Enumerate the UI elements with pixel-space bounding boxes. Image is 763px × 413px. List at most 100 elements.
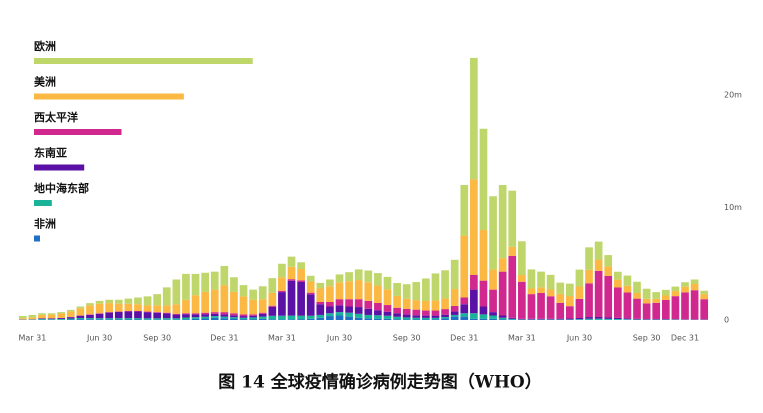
bar-segment (306, 281, 315, 293)
bar-segment (306, 292, 315, 295)
bar-segment (537, 287, 545, 293)
bar-segment (556, 282, 565, 294)
bar-segment (690, 279, 699, 284)
bar-segment (268, 306, 277, 316)
bar-segment (153, 305, 161, 313)
bar-segment (441, 318, 449, 320)
bar-segment (383, 311, 392, 316)
bar-segment (153, 312, 161, 313)
x-tick-label: Jun 30 (86, 334, 112, 343)
bar-segment (498, 315, 507, 318)
bar-segment (191, 273, 200, 296)
bar-segment (153, 318, 161, 320)
bar-segment (422, 315, 430, 318)
bar-segment (268, 278, 277, 293)
x-tick-label: Dec 31 (450, 334, 478, 343)
bar-segment (18, 316, 27, 319)
bar-segment (450, 311, 459, 315)
legend-label: 地中海东部 (34, 181, 89, 195)
bar-segment (326, 316, 334, 320)
bar-segment (546, 318, 555, 320)
bar-segment (249, 319, 257, 320)
bar-segment (345, 312, 353, 317)
bar-segment (326, 286, 334, 302)
bar-segment (210, 317, 219, 320)
x-tick-label: Sep 30 (143, 334, 171, 343)
bar-segment (182, 313, 190, 315)
bar-segment (249, 299, 257, 315)
bar-segment (566, 296, 574, 307)
bar-segment (114, 319, 123, 320)
bar-segment (671, 286, 680, 292)
bar-segment (105, 318, 114, 320)
bar-segment (66, 318, 75, 320)
bar-segment (258, 313, 267, 317)
bar-segment (661, 299, 670, 320)
legend-bar (34, 235, 40, 242)
bar-segment (604, 318, 613, 320)
legend-label: 美洲 (34, 75, 56, 89)
bar-segment (364, 308, 373, 315)
bar-segment (383, 318, 392, 320)
bar-segment (201, 314, 209, 317)
bar-segment (258, 312, 267, 314)
bar-segment (604, 317, 613, 319)
bar-segment (258, 286, 267, 300)
bar-segment (182, 317, 190, 320)
bar-segment (402, 298, 411, 309)
bar-segment (450, 314, 459, 317)
bar-segment (431, 319, 440, 320)
bar-segment (191, 317, 200, 319)
bar-segment (105, 312, 114, 319)
bar-segment (124, 303, 133, 311)
bar-segment (220, 312, 229, 315)
bar-segment (441, 309, 449, 315)
bar-segment (374, 315, 382, 319)
x-tick-label: Jun 30 (326, 334, 352, 343)
bar-segment (66, 311, 75, 317)
bar-segment (498, 271, 507, 316)
bar-segment (306, 315, 315, 319)
bar-segment (613, 318, 622, 320)
bar-segment (316, 314, 325, 318)
bar-segment (613, 287, 622, 318)
bar-segment (297, 315, 305, 320)
bar-segment (66, 309, 75, 312)
bar-segment (345, 316, 353, 320)
bar-segment (393, 316, 401, 320)
bar-segment (498, 258, 507, 272)
bar-segment (364, 270, 373, 283)
bar-segment (518, 275, 526, 282)
bar-segment (18, 318, 27, 320)
bar-segment (162, 305, 171, 313)
bar-segment (556, 293, 565, 303)
bar-segment (450, 289, 459, 306)
bar-segment (354, 269, 363, 281)
bar-segment (585, 283, 593, 318)
bar-segment (489, 312, 497, 316)
bar-segment (239, 296, 248, 315)
bar-segment (220, 316, 229, 319)
bar-segment (546, 296, 555, 319)
bar-segment (316, 317, 325, 320)
bar-segment (575, 298, 584, 318)
bar-segment (124, 318, 133, 320)
bar-segment (38, 313, 46, 315)
bar-segment (546, 289, 555, 297)
bar-segment (546, 274, 555, 290)
bar-segment (172, 304, 181, 314)
bar-segment (700, 299, 709, 320)
bar-segment (613, 317, 622, 319)
bar-segment (345, 299, 353, 307)
bar-segment (258, 299, 267, 313)
bar-segment (162, 318, 171, 320)
bar-segment (95, 313, 104, 319)
bar-segment (201, 316, 209, 319)
bar-segment (479, 128, 488, 230)
bar-segment (422, 319, 430, 320)
bar-segment (278, 315, 286, 320)
bar-segment (402, 319, 411, 320)
bar-segment (278, 319, 286, 320)
legend-bar (34, 93, 184, 100)
bar-segment (172, 279, 181, 305)
